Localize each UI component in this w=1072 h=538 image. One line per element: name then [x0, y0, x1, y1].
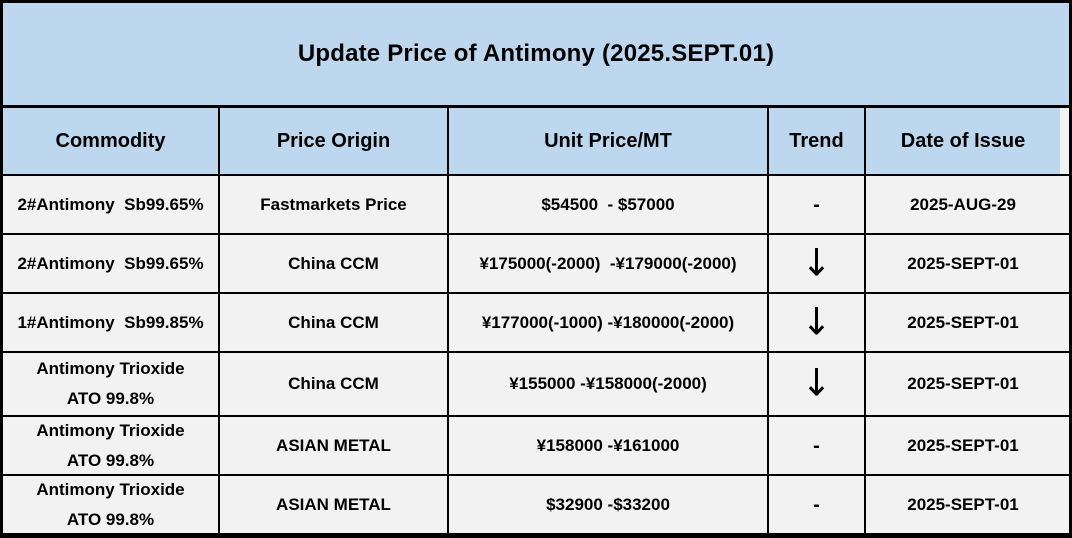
table-row: Antimony Trioxide ATO 99.8% ASIAN METAL …	[3, 476, 1069, 533]
commodity-cell: Antimony Trioxide ATO 99.8%	[3, 417, 220, 474]
unit-price-cell: ¥155000 -¥158000(-2000)	[449, 353, 769, 415]
column-header-price-origin: Price Origin	[220, 108, 449, 174]
trend-down-arrow-icon: ↓	[801, 241, 832, 285]
column-header-unit-price: Unit Price/MT	[449, 108, 769, 174]
column-header-commodity: Commodity	[3, 108, 220, 174]
trend-flat-icon: -	[813, 193, 820, 216]
trend-down-arrow-icon: ↓	[801, 361, 832, 405]
commodity-cell: 1#Antimony Sb99.85%	[3, 294, 220, 351]
table-row: 1#Antimony Sb99.85% China CCM ¥177000(-1…	[3, 294, 1069, 353]
price-origin-cell: China CCM	[220, 353, 449, 415]
commodity-cell: 2#Antimony Sb99.65%	[3, 176, 220, 233]
date-of-issue-cell: 2025-AUG-29	[866, 176, 1060, 233]
date-of-issue-cell: 2025-SEPT-01	[866, 294, 1060, 351]
column-header-trend: Trend	[769, 108, 866, 174]
unit-price-cell: ¥175000(-2000) -¥179000(-2000)	[449, 235, 769, 292]
column-header-date-of-issue: Date of Issue	[866, 108, 1060, 174]
commodity-cell: 2#Antimony Sb99.65%	[3, 235, 220, 292]
trend-cell: ↓	[769, 235, 866, 292]
commodity-cell: Antimony Trioxide ATO 99.8%	[3, 476, 220, 533]
trend-cell: ↓	[769, 294, 866, 351]
trend-flat-icon: -	[813, 434, 820, 457]
table-row: 2#Antimony Sb99.65% China CCM ¥175000(-2…	[3, 235, 1069, 294]
trend-cell: -	[769, 476, 866, 533]
date-of-issue-cell: 2025-SEPT-01	[866, 476, 1060, 533]
date-of-issue-cell: 2025-SEPT-01	[866, 235, 1060, 292]
commodity-cell: Antimony Trioxide ATO 99.8%	[3, 353, 220, 415]
unit-price-cell: $32900 -$33200	[449, 476, 769, 533]
price-origin-cell: Fastmarkets Price	[220, 176, 449, 233]
price-origin-cell: ASIAN METAL	[220, 476, 449, 533]
trend-cell: -	[769, 176, 866, 233]
unit-price-cell: $54500 - $57000	[449, 176, 769, 233]
table-row: Antimony Trioxide ATO 99.8% ASIAN METAL …	[3, 417, 1069, 476]
header-row: Commodity Price Origin Unit Price/MT Tre…	[3, 108, 1069, 176]
date-of-issue-cell: 2025-SEPT-01	[866, 417, 1060, 474]
price-origin-cell: China CCM	[220, 235, 449, 292]
unit-price-cell: ¥158000 -¥161000	[449, 417, 769, 474]
page-title: Update Price of Antimony (2025.SEPT.01)	[297, 40, 775, 67]
price-origin-cell: China CCM	[220, 294, 449, 351]
trend-down-arrow-icon: ↓	[801, 300, 832, 344]
table-row: Antimony Trioxide ATO 99.8% China CCM ¥1…	[3, 353, 1069, 417]
trend-cell: ↓	[769, 353, 866, 415]
table-title-row: Update Price of Antimony (2025.SEPT.01)	[3, 3, 1069, 108]
price-origin-cell: ASIAN METAL	[220, 417, 449, 474]
unit-price-cell: ¥177000(-1000) -¥180000(-2000)	[449, 294, 769, 351]
date-of-issue-cell: 2025-SEPT-01	[866, 353, 1060, 415]
trend-cell: -	[769, 417, 866, 474]
table-row: 2#Antimony Sb99.65% Fastmarkets Price $5…	[3, 176, 1069, 235]
trend-flat-icon: -	[813, 493, 820, 516]
